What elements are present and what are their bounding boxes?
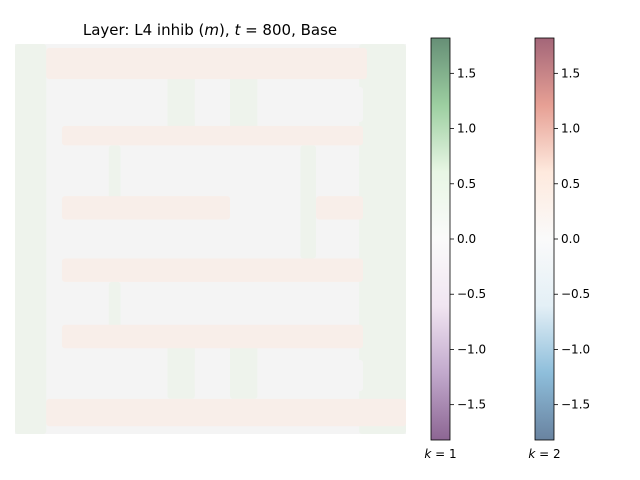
heatmap-band-green [230, 340, 258, 399]
heatmap-band-green [300, 145, 317, 259]
heatmap-region [194, 86, 231, 122]
heatmap-band-green [167, 75, 195, 138]
heatmap-band-orange [61, 258, 363, 282]
colorbar-tick-label: 1.0 [457, 122, 476, 136]
colorbar-tick-label: −0.5 [457, 287, 486, 301]
colorbar-k1-label: k = 1 [424, 447, 456, 461]
heatmap-band-orange [316, 196, 363, 220]
colorbar-tick-label: −1.0 [457, 342, 486, 356]
chart-title: Layer: L4 inhib (m), t = 800, Base [83, 21, 337, 39]
colorbar-tick-label: −1.5 [561, 398, 590, 412]
heatmap-band-orange [61, 125, 363, 146]
colorbar-tick-label: 0.5 [457, 177, 476, 191]
heatmap-band-orange [61, 324, 363, 349]
heatmap-band-green [15, 44, 47, 434]
heatmap-band-green [359, 44, 406, 434]
heatmap-band-orange [61, 196, 231, 220]
heatmap-image [15, 44, 406, 434]
colorbar-k2-ticks: −1.5 −1.0 −0.5 0.0 0.5 1.0 1.5 [554, 66, 590, 412]
heatmap-band-green [108, 281, 121, 333]
colorbar-tick-label: 0.5 [561, 177, 580, 191]
heatmap-region [61, 86, 168, 122]
heatmap-band-green [230, 75, 258, 138]
colorbar-tick-label: −1.5 [457, 398, 486, 412]
colorbar-tick-label: −0.5 [561, 287, 590, 301]
colorbar-tick-label: 0.0 [457, 232, 476, 246]
colorbar-tick-label: −1.0 [561, 342, 590, 356]
heatmap-region [257, 359, 363, 392]
colorbar-tick-label: 0.0 [561, 232, 580, 246]
colorbar-k1-fill [431, 38, 450, 440]
colorbar-tick-label: 1.5 [561, 66, 580, 80]
heatmap-band-green [167, 340, 195, 399]
heatmap-band-green [108, 145, 121, 200]
colorbar-k1: −1.5 −1.0 −0.5 0.0 0.5 1.0 1.5 k = 1 [424, 37, 486, 461]
heatmap-region [194, 359, 231, 392]
heatmap-region [257, 86, 363, 122]
colorbar-k1-ticks: −1.5 −1.0 −0.5 0.0 0.5 1.0 1.5 [450, 66, 486, 412]
colorbar-k2-fill [535, 38, 554, 440]
colorbar-tick-label: 1.5 [457, 66, 476, 80]
heatmap-band-orange [46, 47, 367, 80]
heatmap-band-orange [46, 398, 406, 427]
heatmap-region [61, 359, 168, 392]
colorbar-k2-label: k = 2 [528, 447, 560, 461]
colorbar-tick-label: 1.0 [561, 122, 580, 136]
colorbar-k2: −1.5 −1.0 −0.5 0.0 0.5 1.0 1.5 k = 2 [528, 37, 590, 461]
